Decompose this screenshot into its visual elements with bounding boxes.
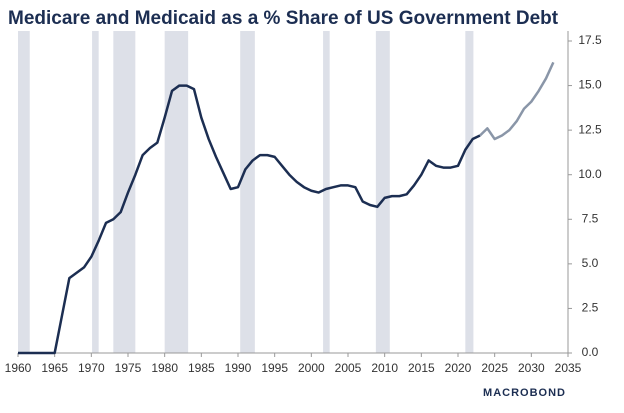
- source-logo: MACROBOND: [483, 387, 566, 399]
- x-tick-label: 2015: [408, 361, 435, 375]
- y-tick-label: 0.0: [582, 345, 599, 359]
- x-tick-label: 1970: [78, 361, 105, 375]
- shaded-period: [113, 31, 136, 353]
- y-tick-label: 5.0: [582, 256, 599, 270]
- x-tick-label: 2035: [555, 361, 582, 375]
- shaded-period: [164, 31, 189, 353]
- chart-title: Medicare and Medicaid as a % Share of US…: [8, 8, 559, 29]
- shaded-period: [92, 31, 99, 353]
- shaded-period: [18, 31, 30, 353]
- x-tick-label: 2010: [371, 361, 398, 375]
- y-tick-label: 10.0: [578, 167, 602, 181]
- x-tick-label: 1990: [225, 361, 252, 375]
- x-tick-label: 2005: [335, 361, 362, 375]
- line-series: [479, 61, 555, 141]
- x-tick-label: 1980: [151, 361, 178, 375]
- x-tick-label: 2025: [481, 361, 508, 375]
- x-tick-label: 2000: [298, 361, 325, 375]
- y-tick-label: 15.0: [578, 78, 602, 92]
- y-tick-label: 2.5: [582, 301, 599, 315]
- y-tick-label: 17.5: [578, 33, 602, 47]
- shaded-period: [465, 31, 474, 353]
- shaded-period: [375, 31, 390, 353]
- y-tick-label: 12.5: [578, 122, 602, 136]
- x-tick-label: 1995: [261, 361, 288, 375]
- line-series: [18, 84, 481, 355]
- x-tick-label: 1965: [41, 361, 68, 375]
- y-tick-label: 7.5: [582, 211, 599, 225]
- x-tick-label: 2030: [518, 361, 545, 375]
- shaded-period: [240, 31, 255, 353]
- x-tick-label: 1985: [188, 361, 215, 375]
- x-tick-label: 1960: [5, 361, 32, 375]
- x-tick-label: 2020: [445, 361, 472, 375]
- shaded-period: [323, 31, 330, 353]
- x-tick-label: 1975: [115, 361, 142, 375]
